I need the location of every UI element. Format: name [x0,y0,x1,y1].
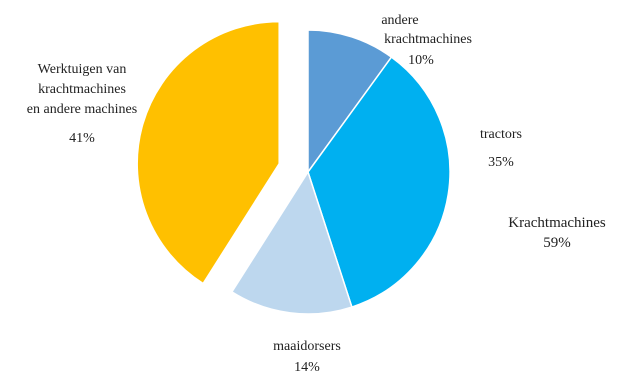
label-werktuigen-line1: Werktuigen van [38,62,127,77]
label-andere-line2: krachtmachines [384,32,472,47]
label-group-pct: 59% [543,235,571,251]
label-werktuigen-pct: 41% [69,131,95,146]
label-andere-line1: andere [381,13,418,28]
label-maaidorsers-pct: 14% [294,360,320,374]
pie-slices [136,20,451,315]
label-werktuigen-line3: en andere machines [27,102,137,117]
label-werktuigen-line2: krachtmachines [38,82,126,97]
label-group-krachtmachines: Krachtmachines [508,215,606,231]
label-tractors-pct: 35% [488,155,514,170]
label-tractors: tractors [480,127,522,142]
pie-slice-tractors [307,56,451,308]
pie-slice-maaidorsers [230,170,353,315]
pie-slice-andere-krachtmachines [307,29,393,175]
label-maaidorsers: maaidorsers [273,339,341,354]
label-andere-pct: 10% [408,53,434,68]
pie-slice-werktuigen-van-krachtmachines-en-andere-machines [136,20,280,285]
